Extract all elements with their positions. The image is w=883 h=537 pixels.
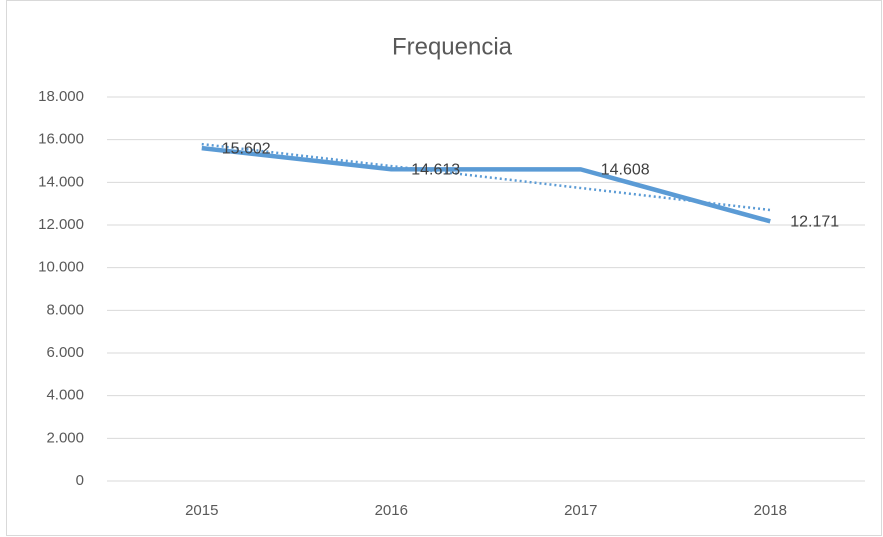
y-tick-label: 2.000 — [46, 429, 84, 446]
x-tick-label: 2018 — [754, 502, 787, 519]
x-tick-label: 2015 — [185, 502, 218, 519]
y-tick-label: 6.000 — [46, 344, 84, 361]
y-tick-label: 14.000 — [38, 173, 84, 190]
data-label: 14.608 — [601, 162, 650, 179]
x-tick-label: 2016 — [375, 502, 408, 519]
y-tick-label: 0 — [76, 472, 84, 489]
x-tick-label: 2017 — [564, 502, 597, 519]
data-label: 14.613 — [411, 161, 460, 178]
data-label: 15.602 — [222, 140, 271, 157]
y-tick-label: 10.000 — [38, 259, 84, 276]
y-tick-label: 18.000 — [38, 88, 84, 105]
trendline — [201, 142, 771, 212]
y-tick-label: 12.000 — [38, 216, 84, 233]
chart-title: Frequencia — [392, 33, 513, 60]
y-tick-label: 16.000 — [38, 131, 84, 148]
y-tick-label: 4.000 — [46, 387, 84, 404]
y-tick-label: 8.000 — [46, 301, 84, 318]
line — [201, 145, 771, 224]
data-label: 12.171 — [790, 214, 839, 231]
